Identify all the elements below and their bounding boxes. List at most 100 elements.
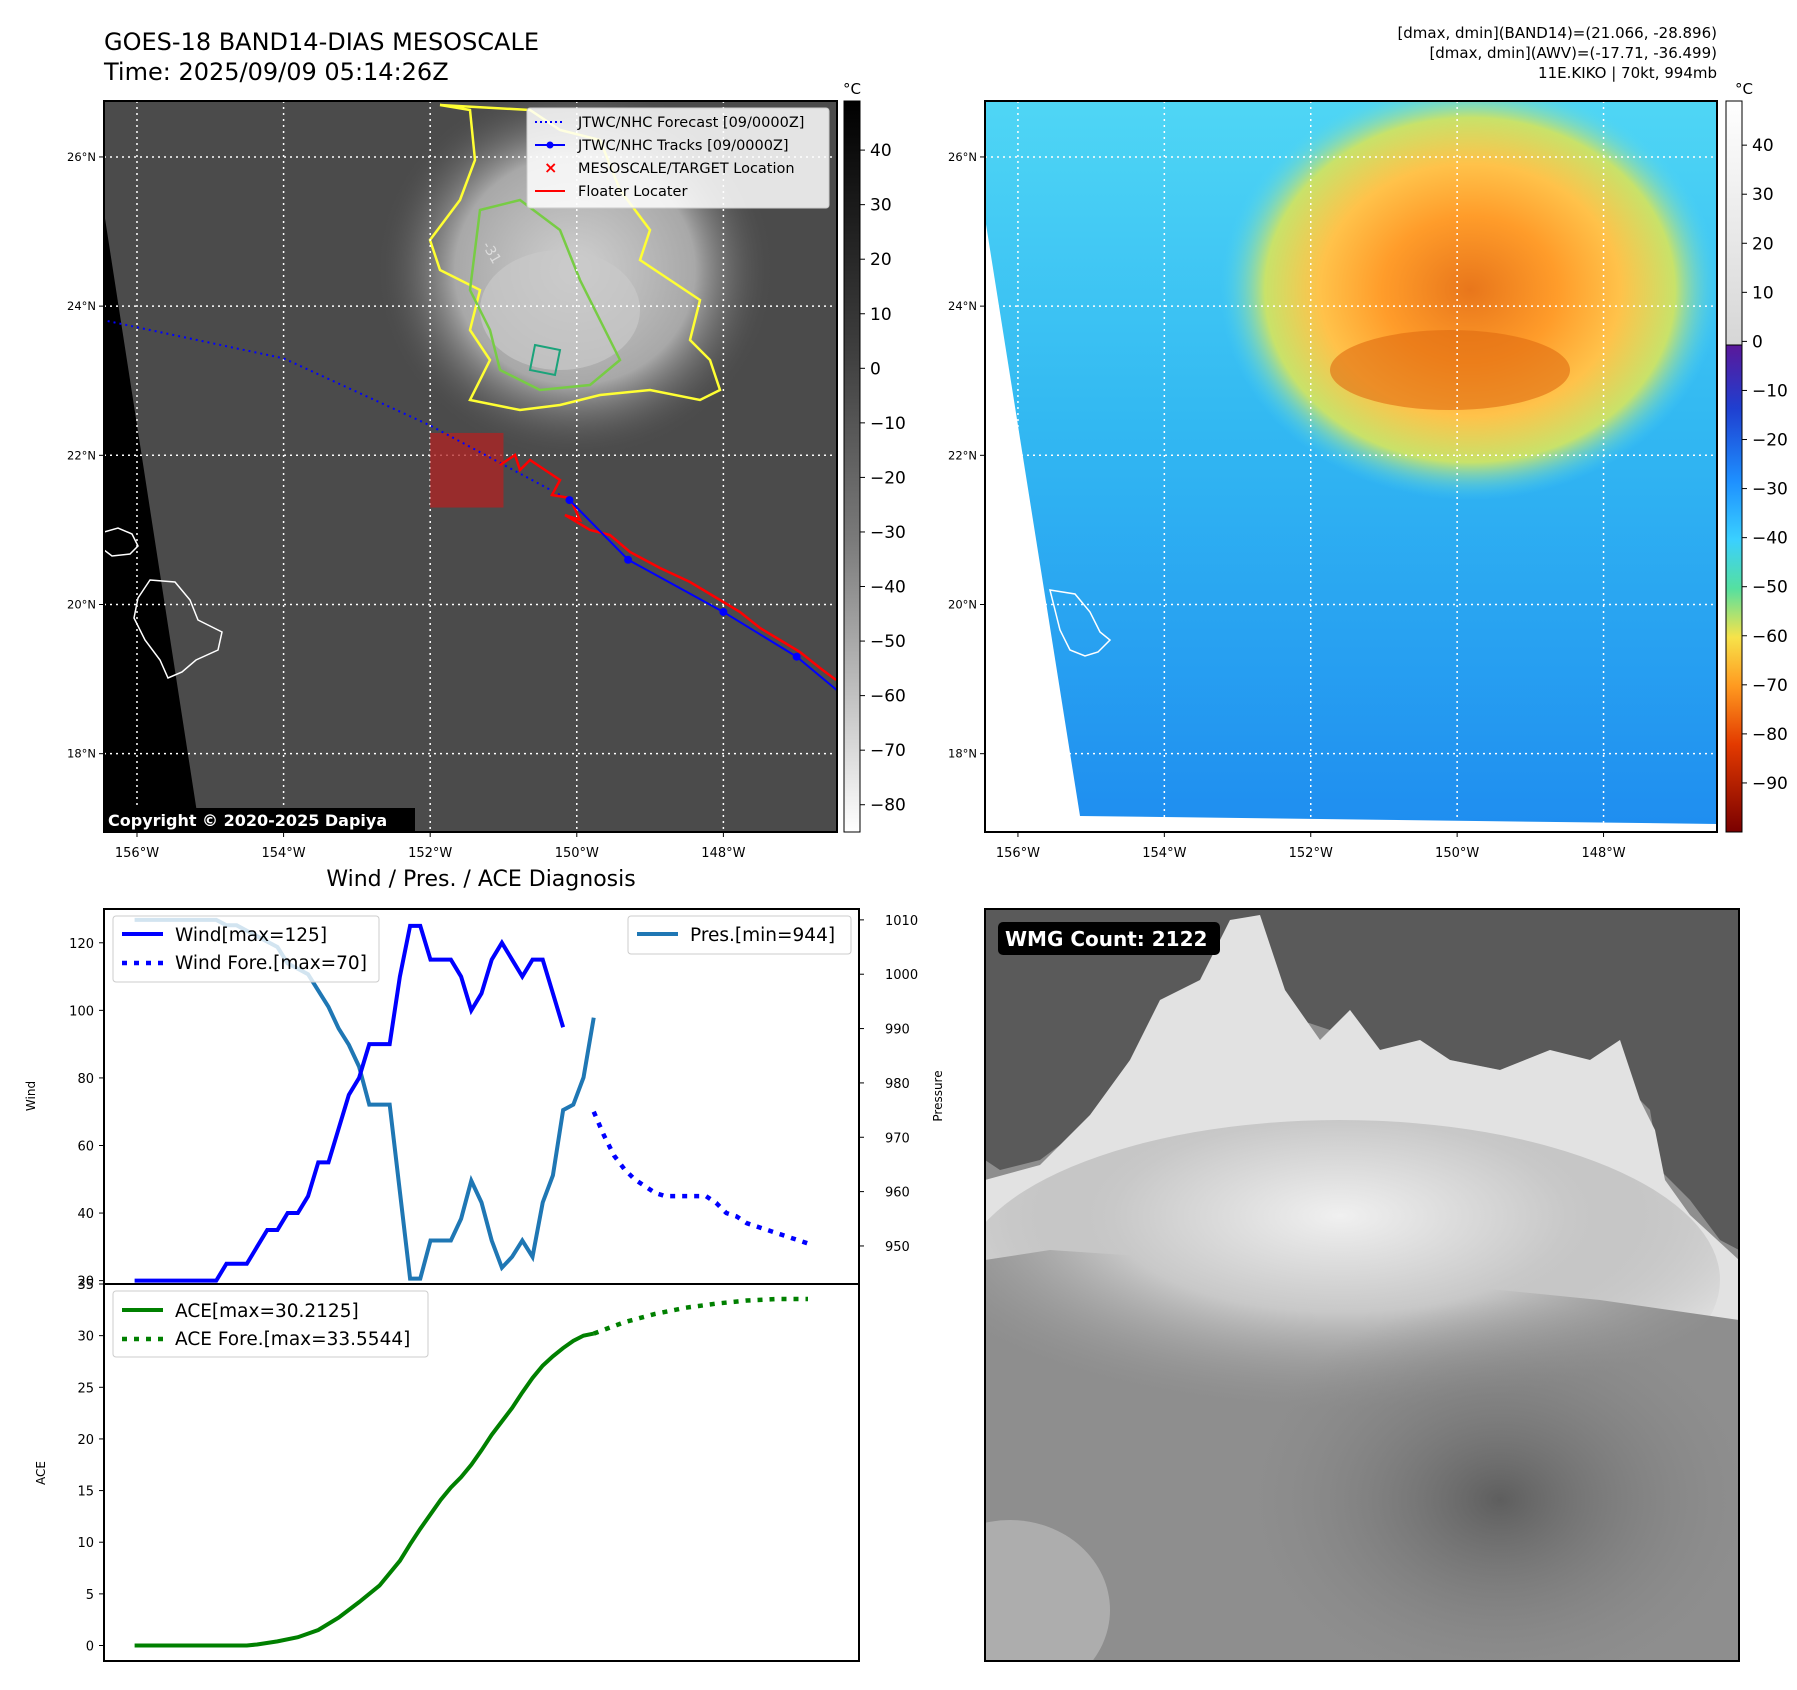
wv-colorbar-unit: °C xyxy=(1735,80,1753,98)
pressure-tick-label: 1000 xyxy=(885,968,918,983)
copyright-background xyxy=(104,808,415,832)
ace-legend-label: ACE[max=30.2125] xyxy=(175,1301,359,1322)
ir-cbar-label: −20 xyxy=(870,468,906,488)
ir-lat-label: 24°N xyxy=(67,299,96,313)
best-track-point xyxy=(565,496,574,505)
ir-no-data-region xyxy=(104,101,200,832)
ir-coastline-oahu xyxy=(104,527,139,557)
wind-legend-label: Wind[max=125] xyxy=(175,925,327,946)
ace-tick-label: 0 xyxy=(86,1640,94,1655)
ace-tick-label: 15 xyxy=(77,1485,94,1500)
wv-cloud-shield xyxy=(1220,101,1717,500)
wv-colorbar-negative xyxy=(1725,344,1743,833)
ace-forecast-legend-label: ACE Fore.[max=33.5544] xyxy=(175,1329,410,1350)
wmg-panel: WMG Count: 2122 xyxy=(984,908,1740,1662)
wv-cbar-label: −30 xyxy=(1752,480,1788,500)
ir-colorbar xyxy=(843,100,861,833)
ir-cbar-label: 20 xyxy=(870,250,892,270)
ir-colorbar-ticks: 40 30 20 10 0 −10 −20 −30 −40 −50 −60 −70 −80 xyxy=(860,141,906,816)
ir-coastline-hawaii xyxy=(133,579,223,679)
wind-ylabel: Wind xyxy=(24,1081,38,1111)
ir-lon-label: 148°W xyxy=(701,846,745,861)
pressure-tick-label: 950 xyxy=(885,1240,910,1255)
forecast-track-line xyxy=(107,320,570,501)
title-line1: GOES-18 BAND14-DIAS MESOSCALE xyxy=(104,28,539,56)
ir-cbar-label: −50 xyxy=(870,632,906,652)
ir-map-panel: -31 156°W 154°W 152°W 150°W 148°W26°N24°N22°… xyxy=(67,80,906,861)
ir-cloud-core xyxy=(480,250,640,370)
wv-cbar-label: −10 xyxy=(1752,381,1788,401)
wv-cbar-label: −80 xyxy=(1752,725,1788,745)
best-track-point xyxy=(624,555,633,564)
ace-tick-label: 35 xyxy=(77,1278,94,1293)
ace-tick-label: 20 xyxy=(77,1433,94,1448)
ir-gridlines xyxy=(104,101,837,832)
legend-track-marker xyxy=(546,141,554,149)
diagnosis-chart: Wind / Pres. / ACE Diagnosis 20406080100… xyxy=(24,867,945,1662)
ir-cbar-label: 30 xyxy=(870,196,892,216)
ace-tick-label: 30 xyxy=(77,1330,94,1345)
pressure-legend-box xyxy=(627,915,852,955)
ir-lat-label: 18°N xyxy=(67,747,96,761)
title-line2: Time: 2025/09/09 05:14:26Z xyxy=(103,58,449,86)
ir-cbar-label: −70 xyxy=(870,741,906,761)
ace-tick-label: 5 xyxy=(86,1588,94,1603)
best-track-point xyxy=(792,652,801,661)
pressure-tick-label: 970 xyxy=(885,1131,910,1146)
wv-lat-label: 22°N xyxy=(948,448,977,462)
copyright-text: Copyright © 2020-2025 Dapiya xyxy=(108,811,387,830)
ace-y-ticks: 0 5 10 15 20 25 30 35 xyxy=(77,1278,104,1655)
wind-y-ticks: 20 40 60 80 100 120 xyxy=(69,937,104,1290)
wv-lon-label: 150°W xyxy=(1435,846,1479,861)
wv-cloud-core xyxy=(1330,330,1570,410)
wv-lon-label: 152°W xyxy=(1289,846,1333,861)
wv-frame xyxy=(984,100,1718,833)
stats-line3: 11E.KIKO | 70kt, 994mb xyxy=(1538,64,1717,82)
stats-line2: [dmax, dmin](AWV)=(-17.71, -36.499) xyxy=(1429,44,1717,62)
wv-cbar-label: −60 xyxy=(1752,627,1788,647)
legend-track-label: JTWC/NHC Tracks [09/0000Z] xyxy=(577,138,789,154)
wind-tick-label: 20 xyxy=(77,1275,94,1290)
ir-lon-label: 152°W xyxy=(408,846,452,861)
wv-lat-label: 24°N xyxy=(948,299,977,313)
wv-lat-label: 20°N xyxy=(948,597,977,611)
wv-lat-label: 26°N xyxy=(948,150,977,164)
wind-forecast-line xyxy=(591,1110,809,1246)
pressure-tick-label: 1010 xyxy=(885,914,918,929)
wind-forecast-legend-label: Wind Fore.[max=70] xyxy=(175,953,367,974)
wind-tick-label: 80 xyxy=(77,1072,94,1087)
pressure-tick-label: 960 xyxy=(885,1186,910,1201)
ace-legend-box xyxy=(112,1290,429,1358)
pressure-y-ticks: 950 960 970 980 990 1000 1010 xyxy=(859,914,918,1255)
wv-cbar-label: −50 xyxy=(1752,578,1788,598)
wv-lon-label: 154°W xyxy=(1142,846,1186,861)
wv-cbar-label: 40 xyxy=(1752,136,1774,156)
chart-title: Wind / Pres. / ACE Diagnosis xyxy=(326,867,635,892)
wv-gridlines xyxy=(985,101,1717,832)
wv-cbar-label: −20 xyxy=(1752,431,1788,451)
target-location-box xyxy=(430,432,504,508)
ir-axis-labels: 156°W 154°W 152°W 150°W 148°W 26°N 24°N 22°N 20°… xyxy=(67,150,746,861)
wmg-label-background xyxy=(998,922,1220,955)
wv-colorbar-ticks: 40 30 20 10 0 −10 −20 −30 −40 −50 −60 −70 −80 −90 xyxy=(1742,136,1788,794)
ir-cbar-label: −60 xyxy=(870,687,906,707)
ir-cbar-label: −10 xyxy=(870,414,906,434)
legend-target-label: MESOSCALE/TARGET Location xyxy=(578,161,795,177)
wv-cbar-label: 20 xyxy=(1752,234,1774,254)
legend-forecast-label: JTWC/NHC Forecast [09/0000Z] xyxy=(577,115,804,131)
wv-cbar-label: 30 xyxy=(1752,185,1774,205)
wmg-count-label: WMG Count: 2122 xyxy=(1005,927,1207,951)
wind-line xyxy=(134,923,566,1283)
ace-forecast-line xyxy=(592,1296,808,1336)
wv-map-panel: 156°W 154°W 152°W 150°W 148°W26°N24°N22°N20°… xyxy=(948,80,1788,861)
wind-tick-label: 40 xyxy=(77,1207,94,1222)
ir-lat-label: 26°N xyxy=(67,150,96,164)
legend-box xyxy=(526,107,830,209)
wv-cbar-label: −40 xyxy=(1752,529,1788,549)
ir-lon-label: 156°W xyxy=(115,846,159,861)
ir-cbar-label: 0 xyxy=(870,359,881,379)
wv-cbar-label: 10 xyxy=(1752,283,1774,303)
wv-lon-label: 148°W xyxy=(1581,846,1625,861)
legend-floater-label: Floater Locater xyxy=(578,184,687,200)
